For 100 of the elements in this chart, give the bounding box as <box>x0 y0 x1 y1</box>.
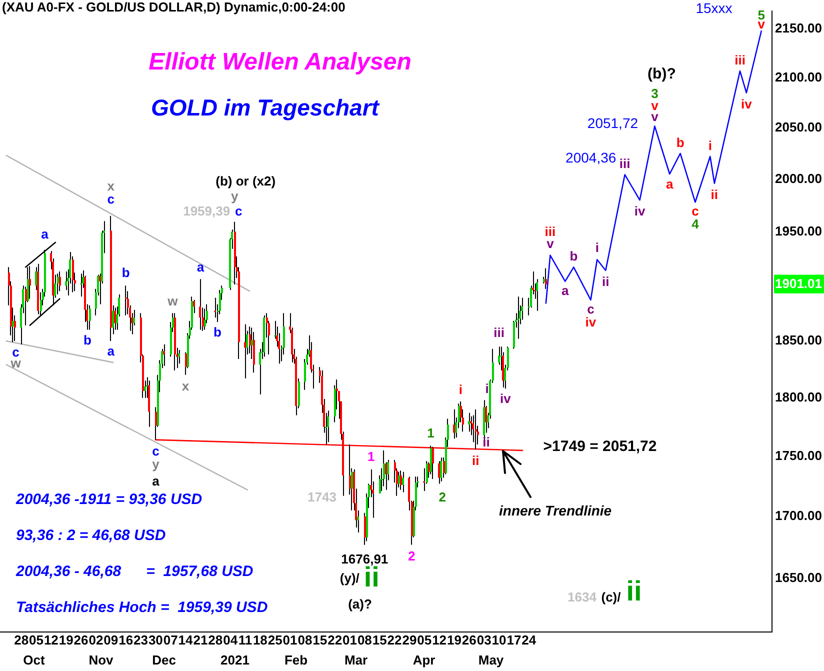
x-tick-label: 03 <box>476 632 492 648</box>
annotation: i <box>708 138 712 154</box>
annotation: c <box>107 191 115 206</box>
x-tick-label: 25 <box>268 632 282 648</box>
annotation: b <box>214 324 222 340</box>
x-tick-label: 01 <box>282 632 298 648</box>
text: Apr <box>412 652 436 668</box>
y-tick-label: 2150.00 <box>775 20 822 36</box>
annotation: y <box>152 456 160 472</box>
x-tick-label: 22 <box>328 632 342 648</box>
annotation: 2 <box>438 489 446 504</box>
annotation: a <box>666 176 674 192</box>
y-tick-label: 1650.00 <box>775 570 822 586</box>
y-tick-label: 1901.01 <box>775 276 822 292</box>
x-tick-label: 18 <box>252 632 268 648</box>
x-tick-label: 01 <box>342 632 357 648</box>
annotation: b <box>122 265 130 280</box>
annotation: 1743 <box>308 490 336 505</box>
x-tick-label: 10 <box>492 632 506 648</box>
annotation: c <box>587 301 594 316</box>
annotation: 15xxx <box>696 0 732 16</box>
annotation: i <box>458 382 462 397</box>
annotation: 2004,36 <box>566 150 616 166</box>
text: Dec <box>152 652 176 668</box>
x-tick-label: 21 <box>193 632 208 648</box>
annotation: 93,36 : 2 = 46,68 USD <box>16 527 166 544</box>
text: 2021 <box>220 652 250 668</box>
annotation: a <box>562 282 570 298</box>
annotation: (b)? <box>648 65 676 82</box>
annotation: 2 <box>408 548 416 564</box>
annotation: iv <box>740 96 753 112</box>
annotation: (b) or (x2) <box>216 173 276 188</box>
annotation: a <box>41 226 50 242</box>
annotation: a <box>196 260 205 275</box>
annotation: w <box>166 294 179 309</box>
x-tick-label: 19 <box>447 632 462 648</box>
candlestick <box>244 324 246 378</box>
x-tick-label: 19 <box>58 632 74 648</box>
x-tick-label: 08 <box>357 632 372 648</box>
x-tick-label: 04 <box>223 632 238 648</box>
annotation: (a)? <box>348 596 372 612</box>
annotation: 2004,36 -1911 = 93,36 USD <box>15 491 202 508</box>
annotation: i <box>485 380 489 396</box>
x-tick-label: 22 <box>387 632 402 648</box>
annotation: y <box>230 188 239 204</box>
text: Mar <box>344 652 368 668</box>
x-tick-label: 23 <box>134 632 148 648</box>
y-tick-label: 1750.00 <box>775 448 822 463</box>
x-tick-label: 08 <box>298 632 312 648</box>
x-tick-label: 26 <box>74 632 88 648</box>
x-tick-label: 17 <box>506 632 522 648</box>
x-tick-label: 05 <box>29 632 44 648</box>
annotation: ii <box>602 274 610 289</box>
annotation: c <box>234 203 242 218</box>
annotation: 1 <box>427 425 434 440</box>
text: Nov <box>88 652 114 668</box>
annotation: b <box>570 248 578 264</box>
x-tick-label: 12 <box>432 632 447 648</box>
annotation: i <box>595 240 599 256</box>
annotation: a <box>152 473 160 488</box>
annotation: c <box>152 443 160 458</box>
annotation: iii <box>619 156 630 172</box>
y-tick-label: 1950.00 <box>775 223 822 238</box>
y-tick-label: 1850.00 <box>775 332 822 348</box>
x-tick-label: 26 <box>462 632 476 648</box>
annotation: ii <box>710 186 718 202</box>
x-tick-label: 30 <box>148 632 163 648</box>
text: Oct <box>23 652 46 668</box>
x-tick-label: 09 <box>104 632 118 648</box>
annotation: 2004,36 - 46,68 = 1957,68 USD <box>15 563 254 580</box>
annotation: ii <box>482 434 490 450</box>
x-tick-label: 11 <box>238 632 252 648</box>
x-tick-label: 15 <box>372 632 387 648</box>
annotation: (y)/ <box>340 570 360 586</box>
text: GOLD im Tageschart <box>151 94 380 120</box>
y-tick-label: 2050.00 <box>775 120 822 134</box>
text: Elliott Wellen Analysen <box>148 48 412 76</box>
annotation: iii <box>494 325 504 340</box>
annotation: iv <box>585 314 597 330</box>
annotation: a <box>107 344 116 359</box>
annotation: iv <box>500 391 512 406</box>
x-tick-label: 28 <box>14 632 29 648</box>
annotation: 1959,39 <box>183 203 230 218</box>
x-tick-label: 12 <box>44 632 58 648</box>
y-tick-label: 2100.00 <box>775 69 822 84</box>
annotation: 1634 <box>568 590 598 605</box>
annotation: 1 <box>367 449 375 464</box>
x-tick-label: 02 <box>88 632 104 648</box>
x-tick-label: 07 <box>163 632 178 648</box>
annotation: (c)/ <box>601 590 622 605</box>
annotation: ii <box>626 576 642 607</box>
annotation: b <box>83 332 92 348</box>
x-tick-label: 15 <box>312 632 328 648</box>
text: Feb <box>284 652 308 668</box>
x-tick-label: 28 <box>208 632 223 648</box>
x-tick-label: 14 <box>178 632 194 648</box>
x-tick-label: 29 <box>402 632 417 648</box>
annotation: b <box>676 134 684 150</box>
annotation: Tatsächliches Hoch = 1959,39 USD <box>16 599 268 616</box>
annotation: ii <box>472 452 480 468</box>
